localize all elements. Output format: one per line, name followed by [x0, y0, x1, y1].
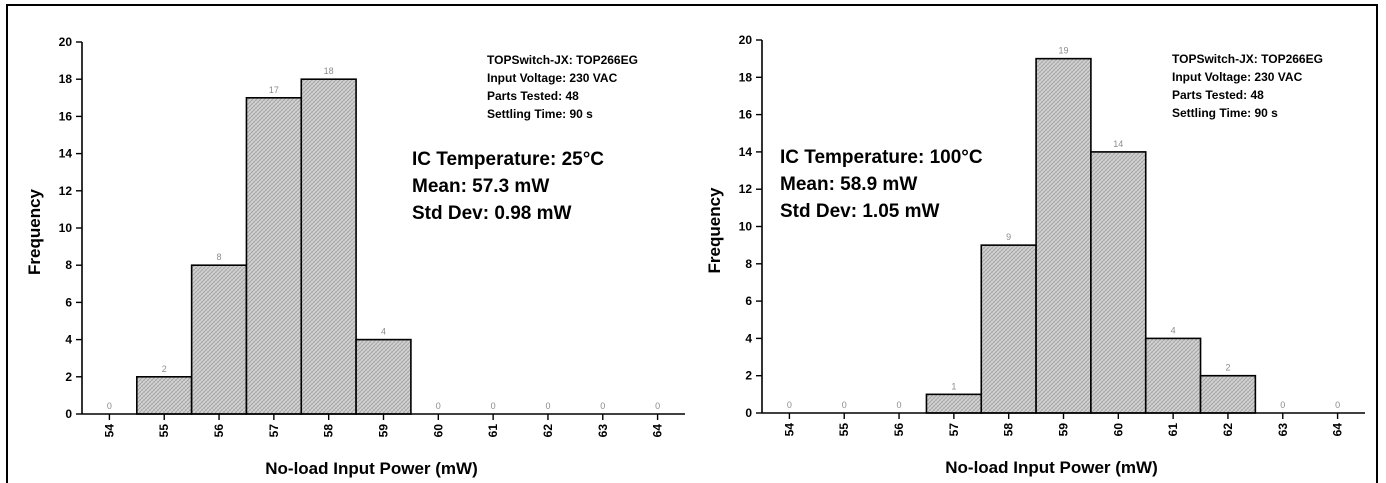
- x-tick-label-59: 59: [377, 424, 391, 438]
- y-tick-label-16: 16: [739, 108, 753, 122]
- x-tick-label-54: 54: [102, 424, 116, 438]
- data-label-55: 0: [842, 400, 847, 410]
- x-tick-label-56: 56: [212, 424, 226, 438]
- data-label-62: 2: [1225, 363, 1230, 373]
- stat-line-3: Std Dev: 0.98 mW: [412, 203, 571, 224]
- info-line-3: Parts Tested: 48: [487, 89, 579, 103]
- y-tick-label-16: 16: [59, 109, 73, 123]
- data-label-60: 0: [436, 401, 441, 411]
- x-tick-label-57: 57: [947, 423, 961, 437]
- info-line-1: TOPSwitch-JX: TOP266EG: [1172, 52, 1323, 66]
- data-label-58: 18: [324, 66, 334, 76]
- y-tick-label-20: 20: [739, 33, 753, 47]
- x-tick-label-61: 61: [1166, 423, 1180, 437]
- x-tick-label-55: 55: [157, 424, 171, 438]
- info-line-3: Parts Tested: 48: [1172, 88, 1264, 102]
- data-label-59: 19: [1058, 46, 1068, 56]
- x-tick-label-55: 55: [837, 423, 851, 437]
- bar-59: [1036, 59, 1091, 413]
- data-label-56: 0: [897, 400, 902, 410]
- y-tick-label-14: 14: [739, 145, 753, 159]
- data-label-64: 0: [655, 401, 660, 411]
- x-axis-title: No-load Input Power (mW): [265, 459, 477, 478]
- x-tick-label-59: 59: [1057, 423, 1071, 437]
- y-tick-label-12: 12: [739, 182, 753, 196]
- info-line-4: Settling Time: 90 s: [1172, 106, 1278, 120]
- x-tick-label-58: 58: [322, 424, 336, 438]
- x-tick-label-56: 56: [892, 423, 906, 437]
- y-tick-label-10: 10: [59, 221, 73, 235]
- data-label-57: 17: [269, 85, 279, 95]
- y-tick-label-14: 14: [59, 147, 73, 161]
- bar-62: [1201, 376, 1256, 413]
- x-tick-label-54: 54: [782, 423, 796, 437]
- y-tick-label-0: 0: [65, 407, 72, 421]
- x-tick-label-58: 58: [1002, 423, 1016, 437]
- stat-line-1: IC Temperature: 100°C: [780, 147, 983, 168]
- data-label-63: 0: [1280, 400, 1285, 410]
- y-tick-label-18: 18: [59, 72, 73, 86]
- info-line-2: Input Voltage: 230 VAC: [1172, 70, 1303, 84]
- y-axis-title: Frequency: [25, 188, 44, 275]
- y-tick-label-0: 0: [745, 406, 752, 420]
- data-label-59: 4: [381, 327, 386, 337]
- bar-58: [981, 245, 1036, 413]
- y-tick-label-2: 2: [745, 369, 752, 383]
- info-line-4: Settling Time: 90 s: [487, 107, 593, 121]
- x-tick-label-61: 61: [486, 424, 500, 438]
- x-axis-title: No-load Input Power (mW): [945, 458, 1157, 477]
- x-tick-label-64: 64: [1331, 423, 1345, 437]
- info-line-2: Input Voltage: 230 VAC: [487, 71, 618, 85]
- y-tick-label-6: 6: [745, 294, 752, 308]
- stat-line-1: IC Temperature: 25°C: [412, 149, 604, 170]
- data-label-63: 0: [600, 401, 605, 411]
- y-axis-title: Frequency: [705, 187, 724, 274]
- data-label-61: 0: [491, 401, 496, 411]
- x-tick-label-57: 57: [267, 424, 281, 438]
- stat-line-2: Mean: 57.3 mW: [412, 176, 549, 197]
- y-tick-label-10: 10: [739, 220, 753, 234]
- x-tick-label-62: 62: [1221, 423, 1235, 437]
- stat-line-2: Mean: 58.9 mW: [780, 174, 917, 195]
- data-label-58: 9: [1006, 232, 1011, 242]
- x-tick-label-62: 62: [541, 424, 555, 438]
- y-tick-label-12: 12: [59, 184, 73, 198]
- y-tick-label-2: 2: [65, 370, 72, 384]
- y-tick-label-8: 8: [65, 258, 72, 272]
- y-tick-label-4: 4: [65, 333, 72, 347]
- bar-57: [246, 98, 301, 414]
- stat-line-3: Std Dev: 1.05 mW: [780, 201, 939, 222]
- data-label-60: 14: [1113, 139, 1123, 149]
- bar-59: [356, 340, 411, 414]
- bar-56: [192, 265, 247, 414]
- data-label-56: 8: [217, 252, 222, 262]
- x-tick-label-63: 63: [596, 424, 610, 438]
- x-tick-label-64: 64: [651, 424, 665, 438]
- data-label-54: 0: [787, 400, 792, 410]
- data-label-54: 0: [107, 401, 112, 411]
- bar-61: [1146, 338, 1201, 413]
- chart-panel-1: 0 2 8 17 18 4 0 0 0 0 0 0 2 4 6 8 10 12 14 16 18 20 54 55 56 57 58…: [25, 35, 685, 478]
- x-tick-label-60: 60: [1111, 423, 1125, 437]
- x-tick-label-63: 63: [1276, 423, 1290, 437]
- bar-60: [1091, 152, 1146, 413]
- y-tick-label-18: 18: [739, 70, 753, 84]
- x-tick-label-60: 60: [431, 424, 445, 438]
- data-label-64: 0: [1335, 400, 1340, 410]
- y-tick-label-20: 20: [59, 35, 73, 49]
- data-label-62: 0: [545, 401, 550, 411]
- y-tick-label-6: 6: [65, 295, 72, 309]
- y-tick-label-4: 4: [745, 331, 752, 345]
- y-tick-label-8: 8: [745, 257, 752, 271]
- data-label-61: 4: [1171, 325, 1176, 335]
- bar-58: [301, 79, 356, 414]
- bar-55: [137, 377, 192, 414]
- info-line-1: TOPSwitch-JX: TOP266EG: [487, 53, 638, 67]
- data-label-57: 1: [951, 381, 956, 391]
- bar-57: [926, 394, 981, 413]
- data-label-55: 2: [162, 364, 167, 374]
